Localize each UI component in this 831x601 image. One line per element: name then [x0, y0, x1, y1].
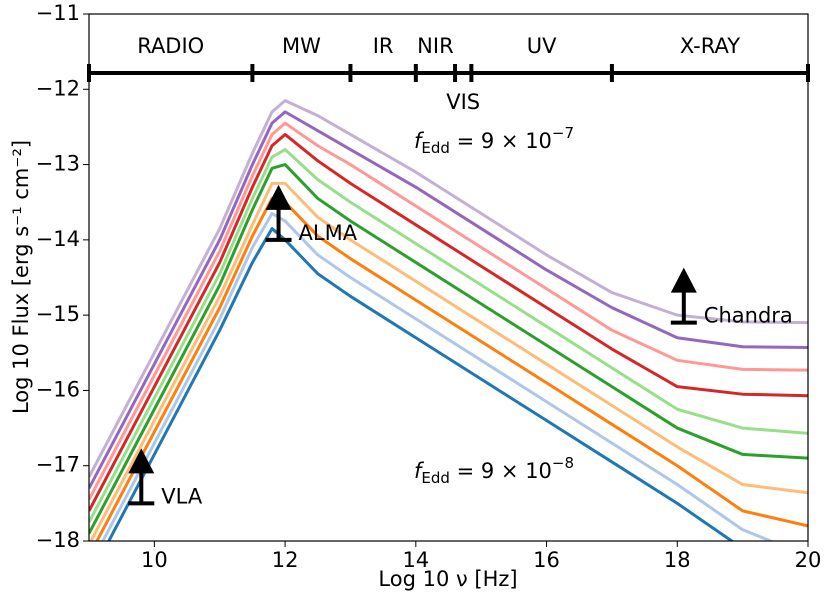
series-line: [89, 132, 808, 512]
band-label: MW: [282, 34, 321, 58]
x-tick-label: 16: [533, 548, 560, 572]
y-tick-label: −16: [36, 377, 80, 401]
plot-frame: [88, 13, 809, 542]
arrow-label: VLA: [161, 484, 203, 508]
annotation-part: f: [414, 459, 425, 483]
band-label: IR: [373, 34, 394, 58]
arrow-head: [670, 267, 697, 293]
x-tick-label: 20: [795, 548, 822, 572]
arrow-head: [265, 184, 292, 210]
annotation-part: = 9 × 10: [450, 459, 552, 483]
annotation-part: −8: [552, 454, 574, 472]
x-axis-label: Log 10 ν [Hz]: [378, 567, 517, 591]
x-tick-label: 12: [272, 548, 299, 572]
series-line: [89, 148, 808, 523]
band-label: VIS: [446, 90, 480, 114]
band-label: X-RAY: [680, 34, 740, 58]
series-line: [95, 196, 808, 541]
y-axis-label: Log 10 Flux [erg s⁻¹ cm⁻²]: [9, 140, 33, 414]
band-label: NIR: [417, 34, 454, 58]
arrow-head: [128, 448, 155, 474]
y-tick-label: −12: [36, 76, 80, 100]
annotation-part: −7: [552, 124, 574, 142]
series-line: [101, 212, 775, 541]
band-label: RADIO: [137, 34, 204, 58]
arrow-label: Chandra: [704, 304, 793, 328]
x-tick-label: 14: [402, 548, 429, 572]
y-tick-label: −17: [36, 453, 80, 477]
y-tick-label: −15: [36, 302, 80, 326]
series-line: [89, 99, 808, 478]
y-tick-label: −14: [36, 227, 80, 251]
series-line: [107, 227, 735, 541]
annotation: fEdd = 9 × 10−7: [414, 124, 574, 157]
series-line: [89, 110, 808, 489]
band-label: UV: [527, 34, 557, 58]
annotation-part: f: [414, 129, 425, 153]
annotation: fEdd = 9 × 10−8: [414, 454, 574, 487]
x-tick-label: 18: [664, 548, 691, 572]
series-line: [89, 121, 808, 501]
annotation-part: = 9 × 10: [450, 129, 552, 153]
x-tick-label: 10: [141, 548, 168, 572]
series-line: [89, 181, 808, 541]
annotation-part: Edd: [421, 469, 450, 487]
annotation-part: Edd: [421, 139, 450, 157]
y-tick-label: −13: [36, 152, 80, 176]
lines: [89, 99, 808, 541]
arrow-label: ALMA: [299, 221, 358, 245]
y-tick-label: −18: [36, 528, 80, 552]
y-tick-label: −11: [36, 1, 80, 25]
series-line: [89, 163, 808, 535]
